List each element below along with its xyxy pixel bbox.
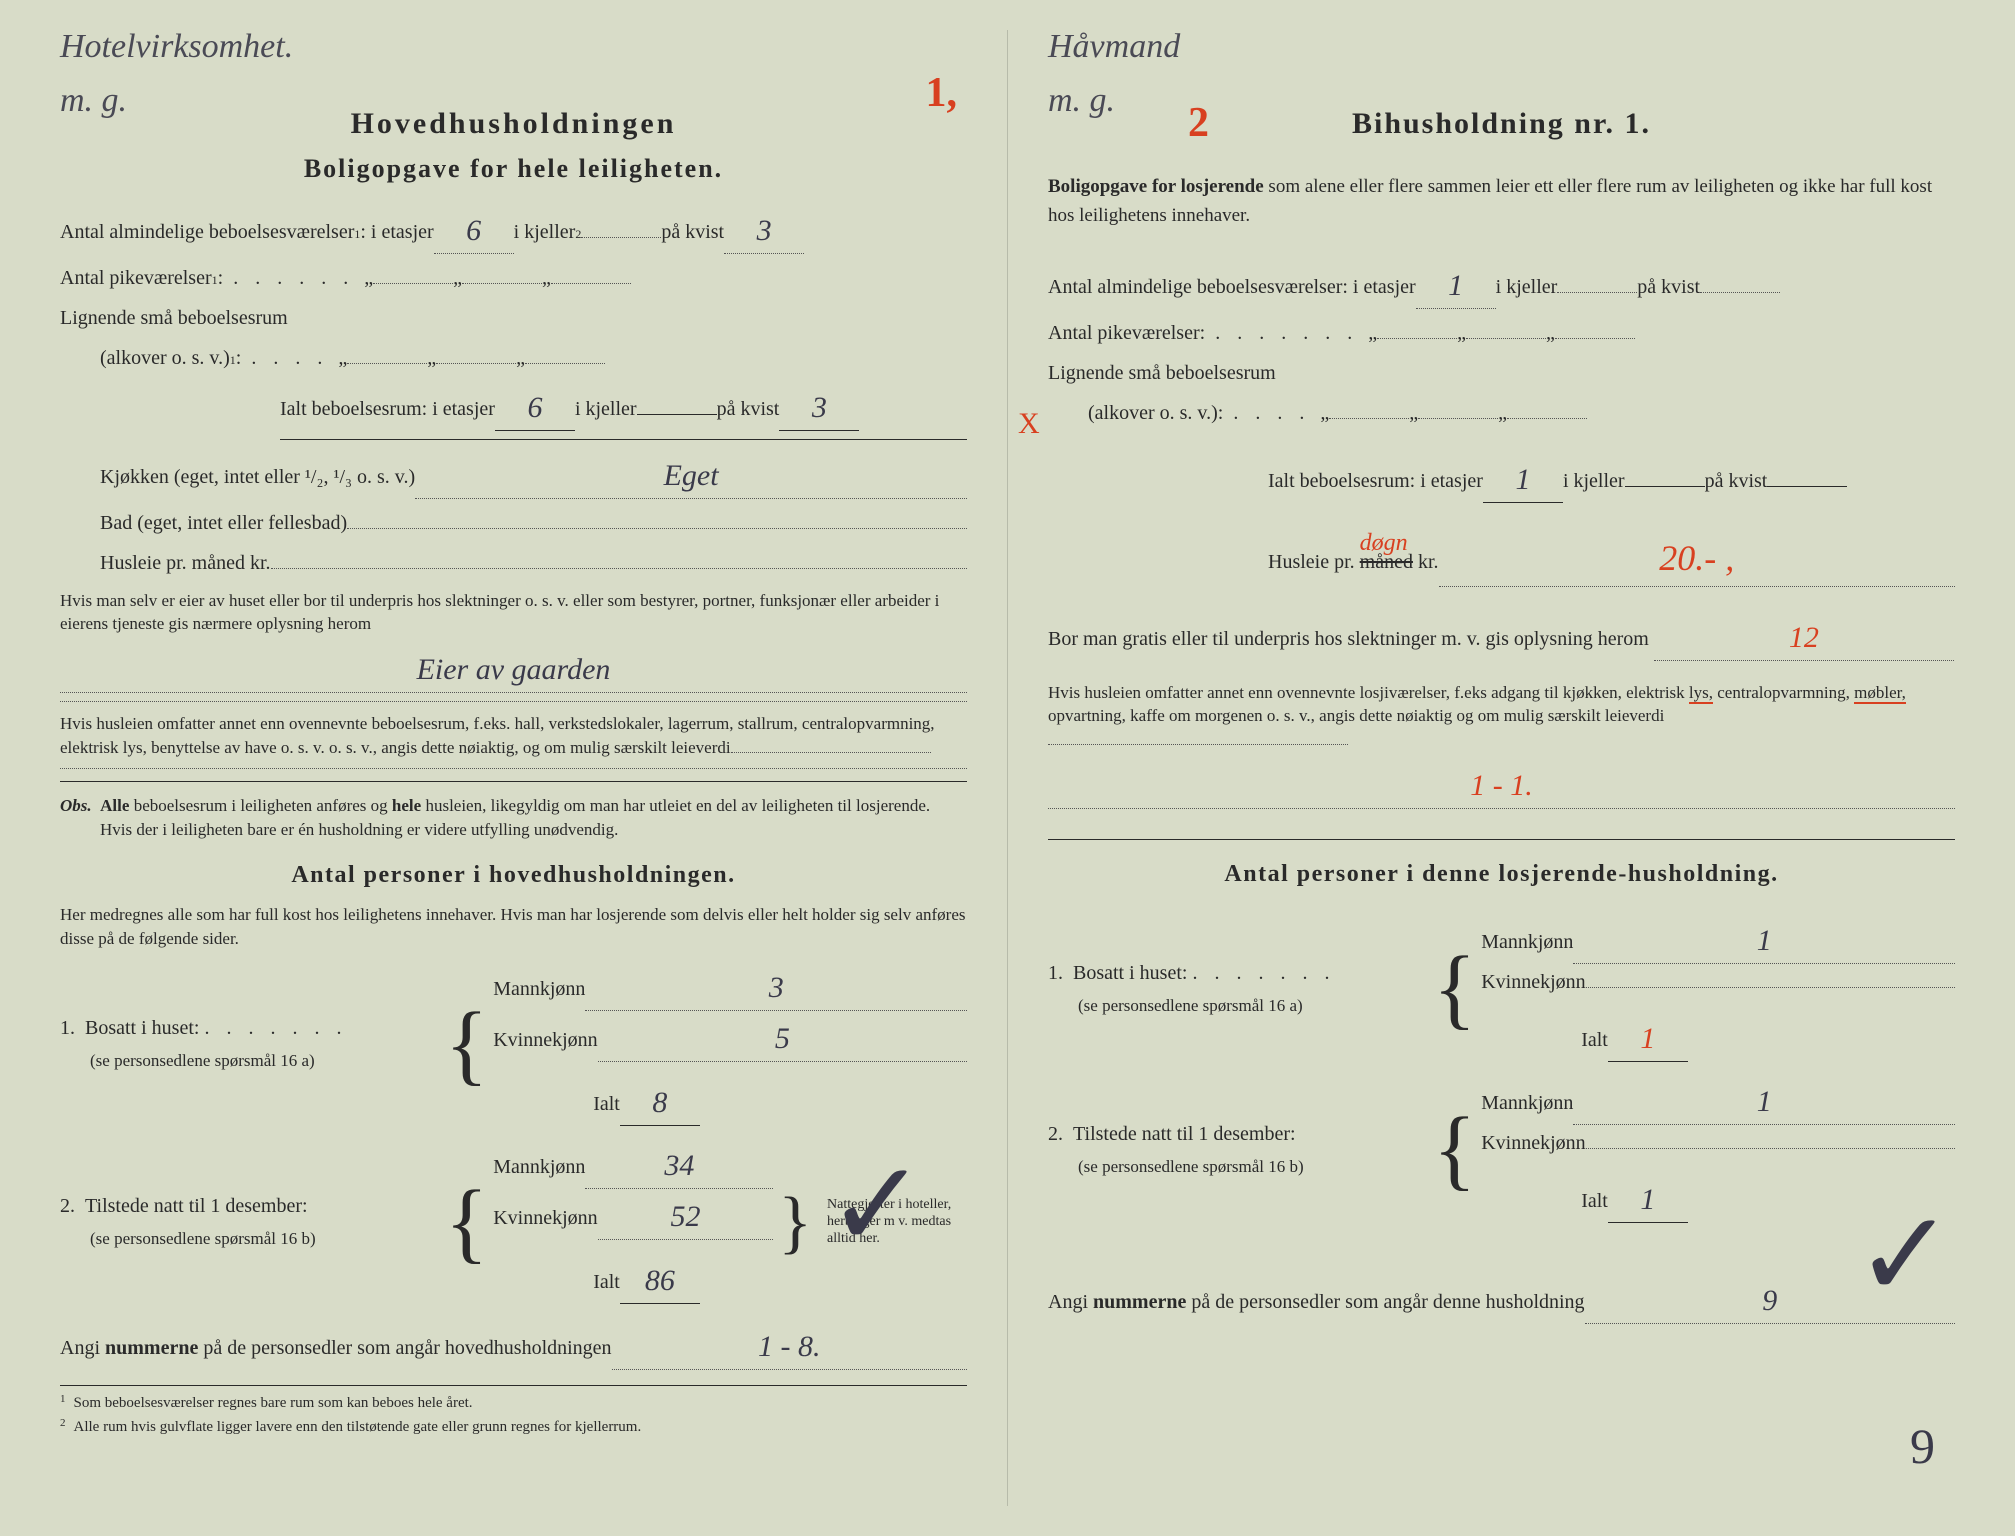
right-page: Håvmand m. g. 2 Bihusholdning nr. 1. Bol…: [1008, 30, 1995, 1506]
checkmark-left: ✓: [826, 1110, 927, 1302]
r-line-alm: Antal almindelige beboelsesværelser: i e…: [1048, 260, 1955, 309]
x-mark: X: [1018, 400, 1040, 448]
red-page-number-2: 2: [1188, 90, 1209, 157]
r-ialt: Ialt beboelsesrum: i etasjer1 i kjeller …: [1048, 454, 1955, 503]
q1-bosatt: 1. Bosatt i huset: . . . . . . . (se per…: [60, 960, 967, 1128]
para-husleie-omfatter: Hvis husleien omfatter annet enn ovennev…: [60, 712, 967, 760]
line-pike: Antal pikeværelser1: . . . . . . „ „ „: [60, 262, 967, 294]
big-number-9: 9: [1910, 1406, 1935, 1486]
intro-text: Boligopgave for losjerende som alene ell…: [1048, 173, 1955, 230]
line-ialt-rum: Ialt beboelsesrum: i etasjer6 i kjeller …: [60, 382, 967, 431]
handwritten-top-right: Håvmand m. g.: [1048, 20, 1180, 129]
obs-block: Obs. Alle beboelsesrum i leiligheten anf…: [60, 794, 967, 842]
left-title-2: Boligopgave for hele leiligheten.: [60, 148, 967, 190]
r-lignende: Lignende små beboelsesrum (alkover o. s.…: [1048, 357, 1955, 429]
left-page: Hotelvirksomhet. m. g. 1, Hovedhusholdni…: [20, 30, 1008, 1506]
line-alm-beboelse: Antal almindelige beboelsesværelser1 : i…: [60, 205, 967, 254]
line-kjokken: Kjøkken (eget, intet eller ¹/₂, ¹/₃ o. s…: [60, 450, 967, 499]
red-page-number-1: 1,: [926, 60, 958, 127]
r-para2: Hvis husleien omfatter annet enn ovennev…: [1048, 681, 1955, 752]
r-line-pike: Antal pikeværelser: . . . . . . . „ „ „: [1048, 317, 1955, 349]
right-title: Bihusholdning nr. 1.: [1048, 100, 1955, 148]
sub-antal: Her medregnes alle som har full kost hos…: [60, 903, 967, 951]
h3-antal-hoved: Antal personer i hovedhusholdningen.: [60, 856, 967, 894]
r-h3-antal: Antal personer i denne losjerende-hushol…: [1048, 855, 1955, 893]
line-bad: Bad (eget, intet eller fellesbad): [60, 507, 967, 539]
r-q2: 2. Tilstede natt til 1 desember: (se per…: [1048, 1074, 1955, 1225]
line-husleie: Husleie pr. måned kr.: [60, 547, 967, 579]
para-eier: Hvis man selv er eier av huset eller bor…: [60, 589, 967, 637]
r-bor-gratis: Bor man gratis eller til underpris hos s…: [1048, 612, 1955, 661]
line-lignende: Lignende små beboelsesrum (alkover o. s.…: [60, 302, 967, 374]
r-husleie: Husleie pr. døgn måned kr. 20.- ,: [1048, 528, 1955, 587]
angi-nummerne: Angi nummerne på de personsedler som ang…: [60, 1321, 967, 1370]
r-q1: 1. Bosatt i huset: . . . . . . . (se per…: [1048, 913, 1955, 1064]
footnotes: 1Som beboelsesværelser regnes bare rum s…: [60, 1385, 967, 1439]
handwritten-top-left: Hotelvirksomhet. m. g.: [60, 20, 293, 129]
r-angi: Angi nummerne på de personsedler som ang…: [1048, 1275, 1955, 1324]
